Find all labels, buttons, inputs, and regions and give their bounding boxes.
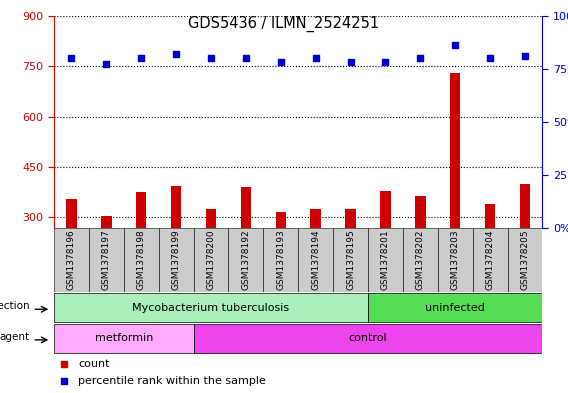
Point bbox=[137, 55, 146, 61]
Bar bbox=[136, 192, 147, 318]
Bar bbox=[264, 228, 298, 292]
Bar bbox=[485, 204, 495, 318]
Text: GSM1378204: GSM1378204 bbox=[486, 230, 495, 290]
Text: GSM1378197: GSM1378197 bbox=[102, 230, 111, 290]
Bar bbox=[520, 184, 531, 318]
Bar bbox=[310, 209, 321, 318]
Point bbox=[346, 59, 355, 66]
Text: count: count bbox=[78, 358, 110, 369]
Bar bbox=[403, 228, 438, 292]
Bar bbox=[380, 191, 391, 318]
Point bbox=[276, 59, 285, 66]
Bar bbox=[415, 196, 425, 318]
Bar bbox=[368, 293, 542, 322]
Text: control: control bbox=[349, 333, 387, 343]
Text: metformin: metformin bbox=[94, 333, 153, 343]
Bar bbox=[473, 228, 508, 292]
Point bbox=[520, 53, 529, 59]
Text: GSM1378198: GSM1378198 bbox=[137, 230, 145, 290]
Point bbox=[450, 42, 460, 48]
Point bbox=[67, 55, 76, 61]
Bar bbox=[54, 324, 194, 353]
Text: GSM1378192: GSM1378192 bbox=[241, 230, 250, 290]
Point bbox=[172, 51, 181, 57]
Bar bbox=[333, 228, 368, 292]
Text: GSM1378201: GSM1378201 bbox=[381, 230, 390, 290]
Text: GSM1378194: GSM1378194 bbox=[311, 230, 320, 290]
Bar bbox=[66, 199, 77, 318]
Bar bbox=[54, 293, 368, 322]
Bar bbox=[298, 228, 333, 292]
Bar bbox=[194, 324, 542, 353]
Bar bbox=[124, 228, 158, 292]
Bar bbox=[158, 228, 194, 292]
Text: GSM1378195: GSM1378195 bbox=[346, 230, 355, 290]
Bar bbox=[345, 209, 356, 318]
Text: GDS5436 / ILMN_2524251: GDS5436 / ILMN_2524251 bbox=[189, 16, 379, 32]
Bar bbox=[275, 212, 286, 318]
Point bbox=[102, 61, 111, 68]
Bar bbox=[241, 187, 251, 318]
Text: GSM1378205: GSM1378205 bbox=[520, 230, 529, 290]
Bar bbox=[228, 228, 264, 292]
Bar bbox=[54, 228, 89, 292]
Bar bbox=[89, 228, 124, 292]
Bar bbox=[206, 209, 216, 318]
Point bbox=[381, 59, 390, 66]
Text: uninfected: uninfected bbox=[425, 303, 485, 313]
Bar bbox=[450, 73, 461, 318]
Bar bbox=[368, 228, 403, 292]
Point bbox=[382, 137, 391, 143]
Text: GSM1378193: GSM1378193 bbox=[276, 230, 285, 290]
Point bbox=[486, 55, 495, 61]
Text: GSM1378200: GSM1378200 bbox=[207, 230, 215, 290]
Point bbox=[311, 55, 320, 61]
Text: GSM1378202: GSM1378202 bbox=[416, 230, 425, 290]
Text: GSM1378199: GSM1378199 bbox=[172, 230, 181, 290]
Text: Mycobacterium tuberculosis: Mycobacterium tuberculosis bbox=[132, 303, 290, 313]
Bar bbox=[438, 228, 473, 292]
Point bbox=[206, 55, 215, 61]
Bar bbox=[171, 185, 181, 318]
Text: GSM1378196: GSM1378196 bbox=[67, 230, 76, 290]
Point bbox=[382, 298, 391, 304]
Bar bbox=[508, 228, 542, 292]
Bar bbox=[101, 216, 111, 318]
Text: agent: agent bbox=[0, 332, 30, 342]
Text: percentile rank within the sample: percentile rank within the sample bbox=[78, 376, 266, 386]
Text: infection: infection bbox=[0, 301, 30, 311]
Point bbox=[416, 55, 425, 61]
Bar bbox=[194, 228, 228, 292]
Point bbox=[241, 55, 250, 61]
Text: GSM1378203: GSM1378203 bbox=[451, 230, 460, 290]
